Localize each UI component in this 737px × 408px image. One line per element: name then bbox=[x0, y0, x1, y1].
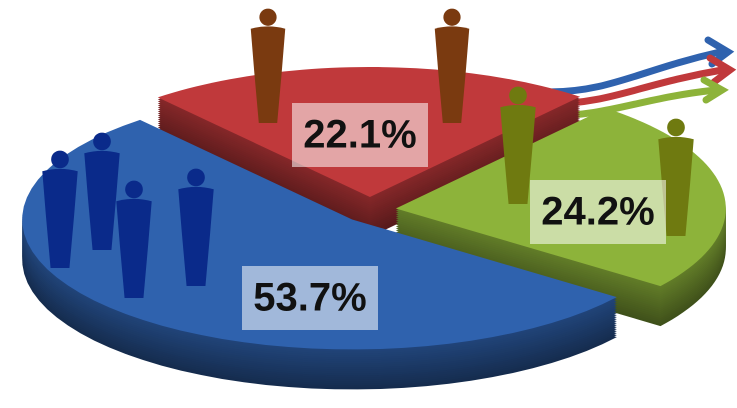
head bbox=[125, 180, 143, 199]
person bbox=[178, 168, 214, 286]
person bbox=[116, 180, 152, 298]
arrow-head bbox=[706, 54, 737, 86]
body bbox=[84, 150, 120, 250]
head bbox=[443, 8, 461, 26]
person bbox=[84, 132, 120, 250]
person bbox=[500, 86, 536, 204]
body bbox=[250, 26, 286, 123]
body bbox=[434, 26, 470, 123]
head bbox=[93, 132, 111, 151]
label-box bbox=[292, 103, 428, 167]
slice bbox=[22, 119, 617, 350]
person bbox=[434, 8, 470, 123]
labels: 22.1% 24.2% 53.7% bbox=[242, 103, 666, 330]
body bbox=[500, 104, 536, 204]
data-label: 22.1% bbox=[303, 113, 416, 157]
head bbox=[187, 168, 205, 187]
label-box bbox=[242, 266, 378, 330]
head bbox=[259, 8, 277, 26]
label-box bbox=[530, 180, 666, 244]
arrow-head bbox=[700, 76, 729, 104]
person bbox=[658, 118, 694, 236]
body bbox=[658, 136, 694, 236]
head bbox=[509, 86, 527, 105]
person bbox=[42, 150, 78, 268]
body bbox=[42, 168, 78, 268]
arrow bbox=[544, 48, 724, 96]
data-label: 53.7% bbox=[253, 276, 366, 320]
data-label: 24.2% bbox=[541, 190, 654, 234]
body bbox=[116, 198, 152, 298]
head bbox=[51, 150, 69, 169]
head bbox=[667, 118, 685, 137]
silhouettes bbox=[42, 8, 694, 298]
person bbox=[250, 8, 286, 123]
body bbox=[178, 186, 214, 286]
